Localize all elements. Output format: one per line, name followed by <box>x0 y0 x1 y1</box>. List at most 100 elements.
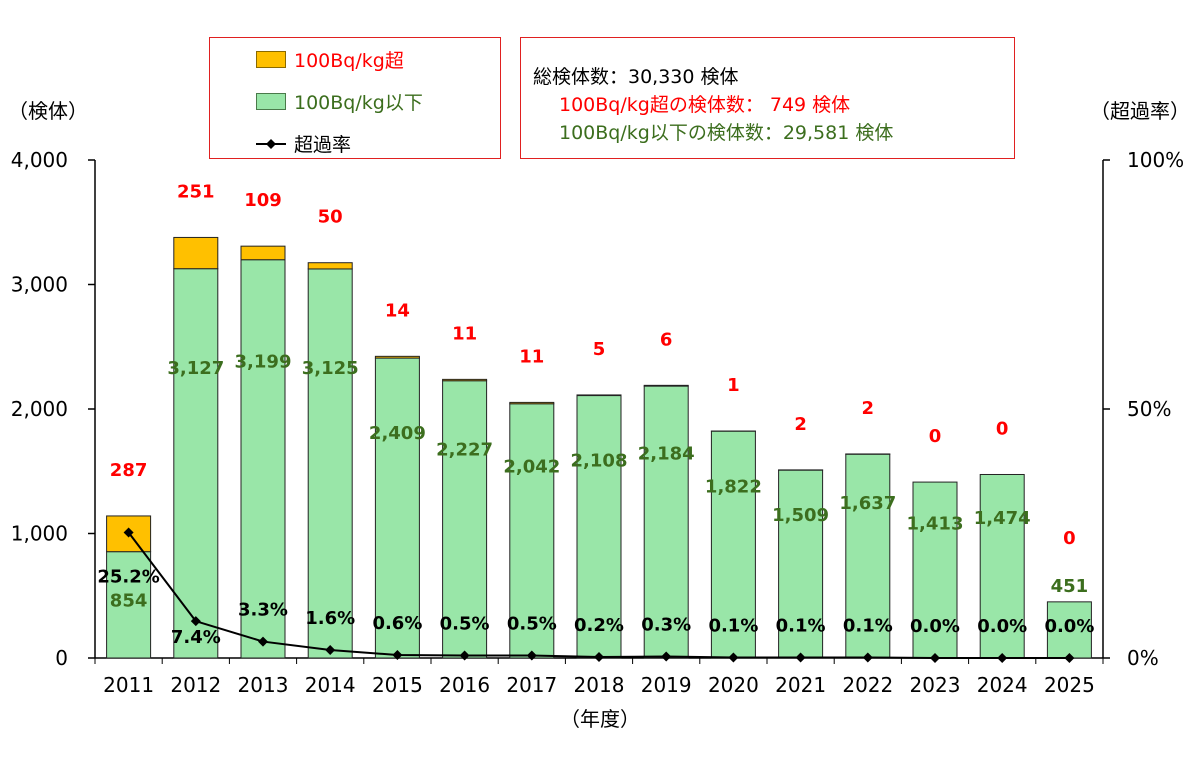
legend-label-over: 100Bq/kg超 <box>294 50 404 72</box>
bar-under <box>1046 601 1092 659</box>
bar-under <box>106 551 152 659</box>
data-label-under: 2,184 <box>638 444 695 465</box>
legend-label-rate: 超過率 <box>294 134 352 156</box>
rate-label: 7.4% <box>171 627 221 648</box>
rate-label: 0.2% <box>574 615 624 636</box>
data-label-under: 1,509 <box>772 505 829 526</box>
rate-marker <box>594 652 604 663</box>
summary-total: 総検体数：30,330 検体 <box>533 66 739 88</box>
bar-under <box>979 473 1025 659</box>
bar-under <box>173 268 219 659</box>
bar-over <box>240 245 286 261</box>
data-label-over: 0 <box>929 426 942 447</box>
data-label-over: 2 <box>862 398 875 419</box>
data-label-over: 2 <box>794 414 807 435</box>
data-label-over: 251 <box>177 181 215 202</box>
rate-marker <box>997 653 1008 663</box>
rate-label: 0.0% <box>977 616 1027 637</box>
legend-swatch-under <box>256 93 286 110</box>
rate-marker <box>930 653 940 663</box>
data-label-under: 451 <box>1051 576 1089 597</box>
y-tick-label-left: 4,000 <box>11 148 68 172</box>
rate-marker <box>258 636 268 647</box>
data-label-under: 3,127 <box>167 358 224 379</box>
y-tick-label-right: 50% <box>1127 397 1171 421</box>
data-label-over: 1 <box>727 375 740 396</box>
legend-line-marker-icon <box>256 139 286 149</box>
data-label-over: 109 <box>244 190 282 211</box>
rate-label: 0.0% <box>1044 616 1094 637</box>
data-label-over: 50 <box>318 207 343 228</box>
data-label-over: 0 <box>996 418 1009 439</box>
data-label-over: 11 <box>452 323 477 344</box>
rate-marker <box>728 652 739 663</box>
data-label-under: 1,822 <box>705 476 762 497</box>
summary-under: 100Bq/kg以下の検体数：29,581 検体 <box>559 122 894 144</box>
x-tick-label: 2015 <box>372 673 423 697</box>
rate-label: 25.2% <box>97 567 159 588</box>
x-tick-label: 2019 <box>641 673 692 697</box>
data-label-over: 14 <box>385 300 410 321</box>
bar-under <box>307 268 353 659</box>
data-label-under: 1,474 <box>974 508 1031 529</box>
data-label-under: 2,409 <box>369 423 426 444</box>
x-tick-label: 2025 <box>1044 673 1095 697</box>
rate-label: 0.0% <box>910 616 960 637</box>
legend-item-under: 100Bq/kg以下 <box>256 88 423 115</box>
rate-marker <box>526 650 537 661</box>
data-label-under: 1,413 <box>907 514 964 535</box>
y-tick-label-left: 2,000 <box>11 397 68 421</box>
data-label-under: 854 <box>110 591 148 612</box>
bar-under <box>912 481 958 659</box>
x-tick-label: 2024 <box>977 673 1028 697</box>
data-label-under: 2,108 <box>571 450 628 471</box>
rate-label: 0.5% <box>507 614 557 635</box>
rate-marker <box>123 527 134 538</box>
y-tick-label-right: 0% <box>1127 646 1159 670</box>
x-tick-label: 2012 <box>170 673 221 697</box>
x-tick-label: 2014 <box>305 673 356 697</box>
y-tick-label-right: 100% <box>1127 148 1184 172</box>
rate-marker <box>661 651 672 662</box>
data-label-over: 5 <box>593 339 606 360</box>
y-tick-label-left: 1,000 <box>11 522 68 546</box>
bar-under <box>576 395 622 659</box>
rate-label: 1.6% <box>305 608 355 629</box>
data-label-under: 2,227 <box>436 440 493 461</box>
rate-label: 0.3% <box>641 615 691 636</box>
legend: 100Bq/kg超 100Bq/kg以下 超過率 <box>209 37 501 159</box>
bar-under <box>240 259 286 659</box>
rate-label: 3.3% <box>238 600 288 621</box>
bar-over <box>576 394 622 397</box>
rate-marker <box>1064 653 1075 663</box>
rate-marker <box>862 652 873 663</box>
data-label-under: 3,125 <box>302 358 359 379</box>
legend-label-under: 100Bq/kg以下 <box>294 92 423 114</box>
bar-under <box>778 469 824 659</box>
rate-marker <box>325 645 336 656</box>
y-tick-label-left: 3,000 <box>11 273 68 297</box>
summary-box: 総検体数：30,330 検体 100Bq/kg超の検体数： 749 検体 100… <box>520 37 1015 159</box>
data-label-over: 0 <box>1063 528 1076 549</box>
y-axis-title-right: （超過率） <box>1090 99 1190 123</box>
x-tick-label: 2020 <box>708 673 759 697</box>
x-tick-label: 2011 <box>103 673 154 697</box>
rate-label: 0.1% <box>708 616 758 637</box>
bar-over <box>442 378 488 382</box>
rate-marker <box>795 652 806 663</box>
rate-label: 0.1% <box>843 616 893 637</box>
bar-over <box>374 355 420 359</box>
rate-marker <box>190 616 201 627</box>
x-tick-label: 2021 <box>775 673 826 697</box>
x-tick-label: 2016 <box>439 673 490 697</box>
x-axis-title: （年度） <box>560 707 640 731</box>
bar-over <box>307 262 353 270</box>
x-tick-label: 2013 <box>238 673 289 697</box>
bar-under <box>374 357 420 659</box>
x-tick-label: 2022 <box>842 673 893 697</box>
rate-marker <box>459 650 470 661</box>
rate-label: 0.1% <box>776 616 826 637</box>
data-label-over: 11 <box>519 346 544 367</box>
y-tick-label-left: 0 <box>55 646 68 670</box>
